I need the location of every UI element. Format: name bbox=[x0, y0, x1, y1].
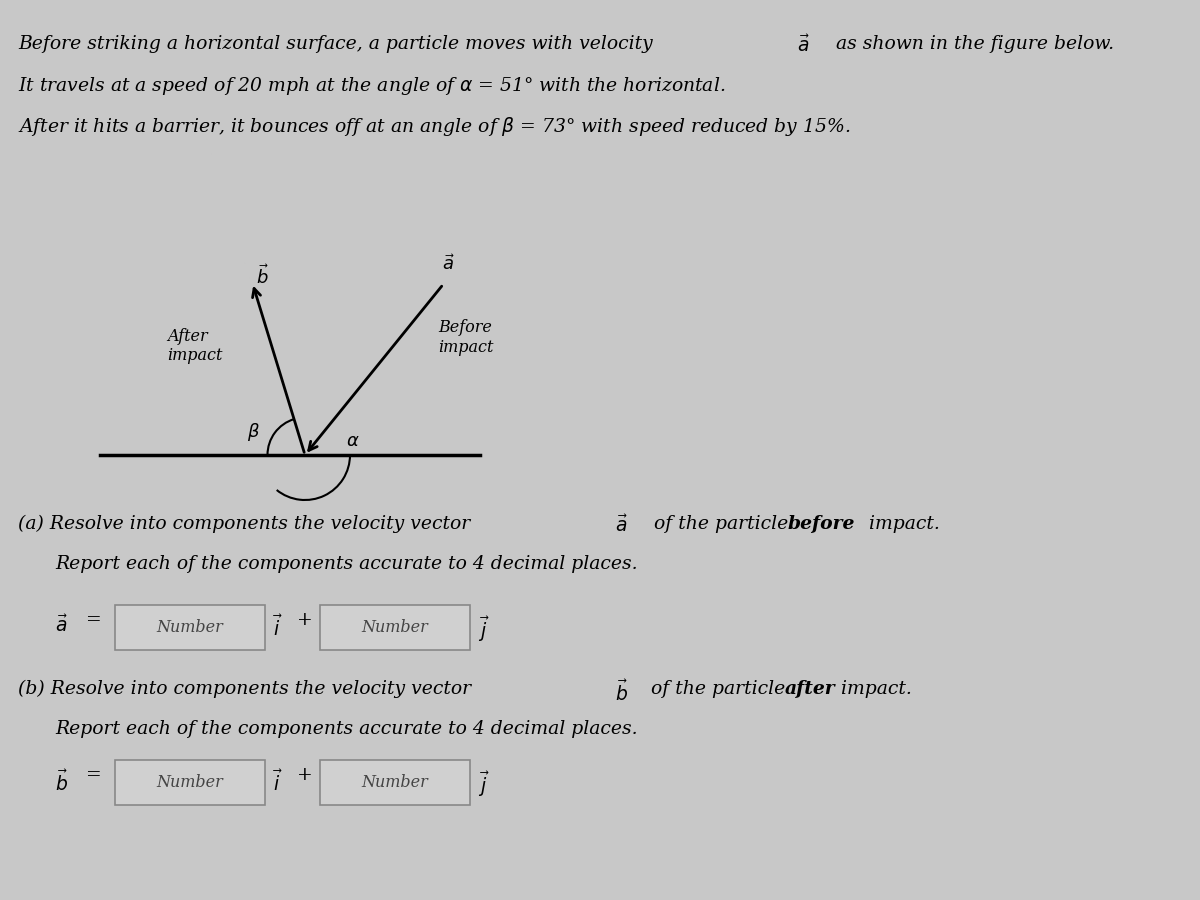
Text: $\beta$: $\beta$ bbox=[246, 421, 259, 443]
Text: of the particle: of the particle bbox=[646, 680, 791, 698]
FancyBboxPatch shape bbox=[320, 760, 470, 805]
Text: after: after bbox=[785, 680, 835, 698]
Text: +: + bbox=[298, 766, 313, 784]
Text: +: + bbox=[298, 611, 313, 629]
FancyBboxPatch shape bbox=[115, 760, 265, 805]
Text: Number: Number bbox=[361, 774, 428, 791]
Text: Number: Number bbox=[361, 619, 428, 636]
Text: After it hits a barrier, it bounces off at an angle of $\beta$ = 73° with speed : After it hits a barrier, it bounces off … bbox=[18, 115, 851, 138]
Text: $\vec{b}$: $\vec{b}$ bbox=[55, 770, 68, 796]
Text: (b) Resolve into components the velocity vector: (b) Resolve into components the velocity… bbox=[18, 680, 478, 698]
Text: Before striking a horizontal surface, a particle moves with velocity: Before striking a horizontal surface, a … bbox=[18, 35, 659, 53]
Text: $\vec{j}$: $\vec{j}$ bbox=[478, 615, 490, 644]
Text: $\vec{b}$: $\vec{b}$ bbox=[616, 680, 629, 706]
Text: =: = bbox=[85, 611, 101, 629]
Text: impact.: impact. bbox=[863, 515, 940, 533]
Text: $\vec{i}$: $\vec{i}$ bbox=[274, 615, 283, 640]
Text: (a) Resolve into components the velocity vector: (a) Resolve into components the velocity… bbox=[18, 515, 476, 533]
Text: Report each of the components accurate to 4 decimal places.: Report each of the components accurate t… bbox=[55, 555, 637, 573]
Text: as shown in the figure below.: as shown in the figure below. bbox=[830, 35, 1114, 53]
Text: $\vec{a}$: $\vec{a}$ bbox=[616, 515, 629, 536]
Text: After
impact: After impact bbox=[167, 328, 223, 364]
Text: of the particle: of the particle bbox=[648, 515, 794, 533]
Text: It travels at a speed of 20 mph at the angle of $\alpha$ = 51° with the horizont: It travels at a speed of 20 mph at the a… bbox=[18, 75, 726, 97]
Text: $\vec{a}$: $\vec{a}$ bbox=[442, 254, 455, 274]
Text: Before
impact: Before impact bbox=[438, 319, 494, 356]
Text: $\alpha$: $\alpha$ bbox=[346, 432, 360, 450]
Text: =: = bbox=[85, 766, 101, 784]
Text: $\vec{a}$: $\vec{a}$ bbox=[797, 35, 810, 56]
Text: $\vec{b}$: $\vec{b}$ bbox=[256, 264, 269, 288]
Text: Number: Number bbox=[157, 774, 223, 791]
FancyBboxPatch shape bbox=[320, 605, 470, 650]
Text: Number: Number bbox=[157, 619, 223, 636]
Text: before: before bbox=[788, 515, 856, 533]
Text: $\vec{i}$: $\vec{i}$ bbox=[274, 770, 283, 796]
Text: Report each of the components accurate to 4 decimal places.: Report each of the components accurate t… bbox=[55, 720, 637, 738]
Text: $\vec{j}$: $\vec{j}$ bbox=[478, 770, 490, 799]
Text: $\vec{a}$: $\vec{a}$ bbox=[55, 615, 68, 636]
FancyBboxPatch shape bbox=[115, 605, 265, 650]
Text: impact.: impact. bbox=[835, 680, 912, 698]
